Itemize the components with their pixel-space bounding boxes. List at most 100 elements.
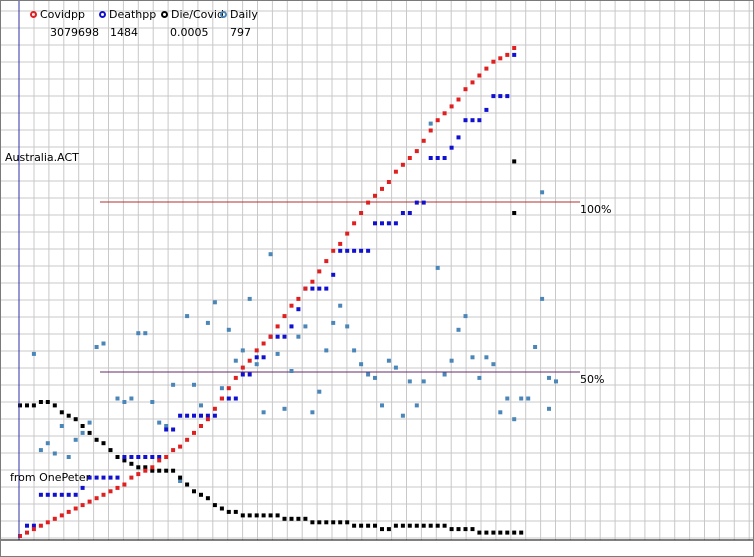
point-covidpp <box>310 279 315 284</box>
point-die-covid <box>18 403 22 408</box>
point-deathpp <box>52 492 57 497</box>
point-daily <box>526 396 531 401</box>
point-covidpp <box>338 241 343 246</box>
point-die-covid <box>470 527 475 532</box>
point-covidpp <box>400 162 405 167</box>
point-die-covid <box>268 513 273 518</box>
point-deathpp <box>324 286 329 291</box>
point-daily <box>366 372 371 377</box>
point-daily <box>414 403 419 408</box>
point-daily <box>219 386 224 391</box>
point-die-covid <box>199 492 203 497</box>
point-covidpp <box>240 365 245 370</box>
deathpp-dot-icon <box>99 11 106 18</box>
point-die-covid <box>317 520 322 525</box>
point-daily <box>52 451 57 456</box>
point-daily <box>456 327 461 332</box>
point-die-covid <box>226 509 231 514</box>
point-covidpp <box>477 73 482 78</box>
point-daily <box>178 479 183 483</box>
point-deathpp <box>87 475 92 480</box>
point-daily <box>282 406 287 411</box>
point-daily <box>164 424 169 428</box>
point-deathpp <box>254 355 259 360</box>
point-daily <box>171 382 176 387</box>
point-die-covid <box>240 513 245 518</box>
point-daily <box>331 320 336 325</box>
point-die-covid <box>345 520 350 525</box>
point-daily <box>540 190 545 195</box>
point-covidpp <box>428 128 433 133</box>
point-daily <box>254 362 259 367</box>
point-daily <box>150 400 155 404</box>
point-covidpp <box>226 386 231 391</box>
point-daily <box>226 327 231 332</box>
point-covidpp <box>303 286 308 291</box>
point-deathpp <box>400 211 405 215</box>
legend-value-die-covid: 0.0005 <box>170 26 209 39</box>
point-die-covid <box>393 523 398 528</box>
point-die-covid <box>380 527 384 532</box>
legend-item-die-covid: Die/Covid <box>161 8 224 21</box>
point-covidpp <box>386 180 391 184</box>
point-die-covid <box>359 523 364 528</box>
point-covidpp <box>73 506 78 511</box>
point-die-covid <box>303 516 308 521</box>
point-daily <box>240 348 245 353</box>
point-deathpp <box>512 52 517 57</box>
point-deathpp <box>296 307 301 312</box>
point-daily <box>31 351 36 356</box>
point-die-covid <box>178 475 183 480</box>
point-covidpp <box>129 475 134 480</box>
point-deathpp <box>94 475 99 480</box>
point-daily <box>540 296 545 301</box>
point-covidpp <box>414 149 419 154</box>
point-deathpp <box>66 492 71 497</box>
point-daily <box>87 420 92 425</box>
point-deathpp <box>470 118 475 123</box>
ref-label-100: 100% <box>580 203 612 216</box>
point-daily <box>491 362 496 367</box>
point-covidpp <box>449 104 454 109</box>
legend-label: Covidpp <box>40 8 85 21</box>
covidpp-dot-icon <box>30 11 37 18</box>
point-deathpp <box>393 221 398 226</box>
point-deathpp <box>359 248 364 253</box>
point-deathpp <box>338 248 343 253</box>
point-deathpp <box>247 372 252 377</box>
point-die-covid <box>219 506 224 511</box>
point-covidpp <box>296 296 301 301</box>
point-die-covid <box>366 523 371 528</box>
point-covidpp <box>45 520 50 525</box>
point-die-covid <box>512 530 517 535</box>
point-die-covid <box>80 424 85 428</box>
point-covidpp <box>421 138 426 143</box>
point-deathpp <box>373 221 377 226</box>
legend-value-daily: 797 <box>230 26 251 39</box>
point-daily <box>435 265 440 270</box>
point-covidpp <box>393 169 398 174</box>
point-die-covid <box>449 527 454 532</box>
chart-grid <box>0 0 754 540</box>
point-daily <box>38 448 43 453</box>
point-covidpp <box>359 211 364 215</box>
point-daily <box>484 355 489 360</box>
point-daily <box>115 396 120 401</box>
point-daily <box>66 455 71 459</box>
die-covid-dot-icon <box>161 11 168 18</box>
point-daily <box>303 324 308 329</box>
legend-item-deathpp: Deathpp <box>99 8 156 21</box>
point-die-covid <box>143 465 148 470</box>
legend-label: Deathpp <box>109 8 157 21</box>
point-deathpp <box>484 107 489 112</box>
point-deathpp <box>498 94 503 99</box>
ref-label-50: 50% <box>580 373 605 386</box>
point-daily <box>359 362 364 367</box>
point-die-covid <box>310 520 315 525</box>
point-die-covid <box>289 516 294 521</box>
point-die-covid <box>484 530 489 535</box>
point-covidpp <box>282 314 287 319</box>
point-die-covid <box>101 441 106 446</box>
point-die-covid <box>477 530 482 535</box>
